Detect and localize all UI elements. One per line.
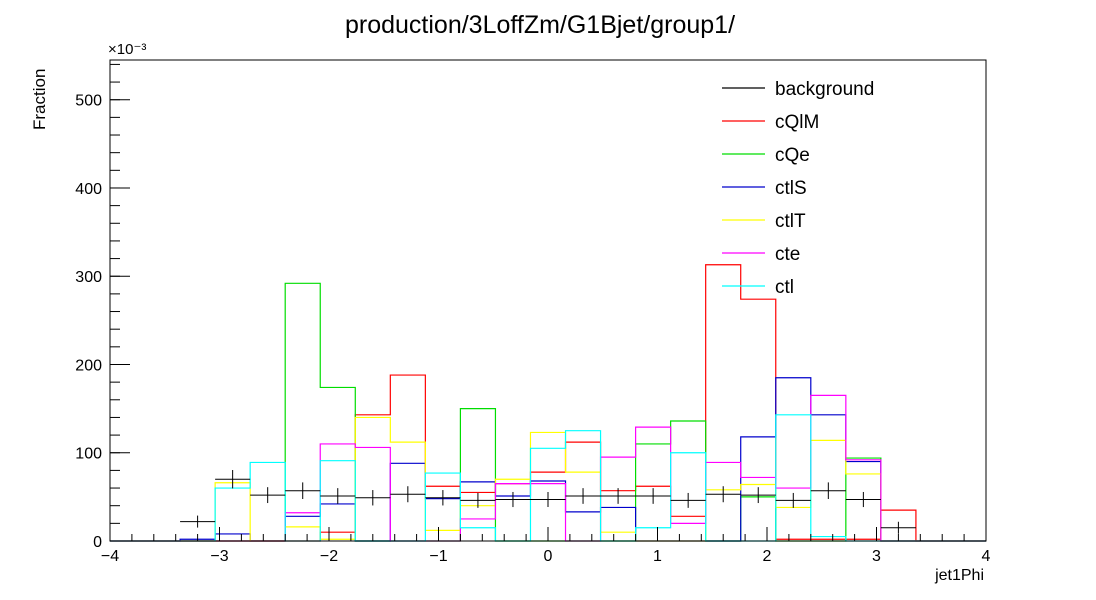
y-tick-label: 500 xyxy=(75,93,102,110)
legend-label: ctl xyxy=(775,277,794,298)
x-tick-label: 2 xyxy=(763,548,772,565)
y-axis-label: Fraction xyxy=(30,69,49,130)
legend-label: background xyxy=(775,79,874,100)
legend-label: cQe xyxy=(775,145,810,166)
x-tick-label: −4 xyxy=(101,548,119,565)
legend-entry: cQlM xyxy=(722,112,819,133)
series-line-cte xyxy=(110,394,986,542)
y-multiplier: ×10⁻³ xyxy=(108,41,146,58)
legend-label: ctlT xyxy=(775,211,806,232)
legend-label: cte xyxy=(775,244,800,265)
series-line-ctl xyxy=(110,414,986,542)
legend-label: ctlS xyxy=(775,178,807,199)
y-tick-label: 100 xyxy=(75,446,102,463)
series-cte xyxy=(110,394,986,542)
legend-entry: cte xyxy=(722,244,800,265)
legend-entry: cQe xyxy=(722,145,810,166)
x-axis-label: jet1Phi xyxy=(934,567,984,584)
chart-title: production/3LoffZm/G1Bjet/group1/ xyxy=(345,11,735,39)
x-tick-label: 3 xyxy=(872,548,881,565)
x-tick-label: 1 xyxy=(653,548,662,565)
x-tick-label: −2 xyxy=(320,548,338,565)
legend-entry: ctlS xyxy=(722,178,807,199)
y-tick-label: 0 xyxy=(93,534,102,551)
x-tick-label: 0 xyxy=(544,548,553,565)
legend-entry: ctl xyxy=(722,277,794,298)
y-tick-label: 400 xyxy=(75,181,102,198)
axes: −4 −3 −2 −1 0 1 2 3 4 0 100 200 300 400 500 xyxy=(75,63,991,565)
y-tick-label: 200 xyxy=(75,357,102,374)
plot-frame xyxy=(109,59,987,542)
series-ctl xyxy=(110,414,986,542)
y-tick-label: 300 xyxy=(75,269,102,286)
x-tick-label: −1 xyxy=(429,548,447,565)
x-tick-label: 4 xyxy=(982,548,991,565)
legend-label: cQlM xyxy=(775,112,819,133)
legend-entry: background xyxy=(722,79,874,100)
legend: background cQlM cQe ctlS ctlT cte ctl xyxy=(722,79,874,298)
legend-entry: ctlT xyxy=(722,211,806,232)
x-tick-label: −3 xyxy=(210,548,228,565)
